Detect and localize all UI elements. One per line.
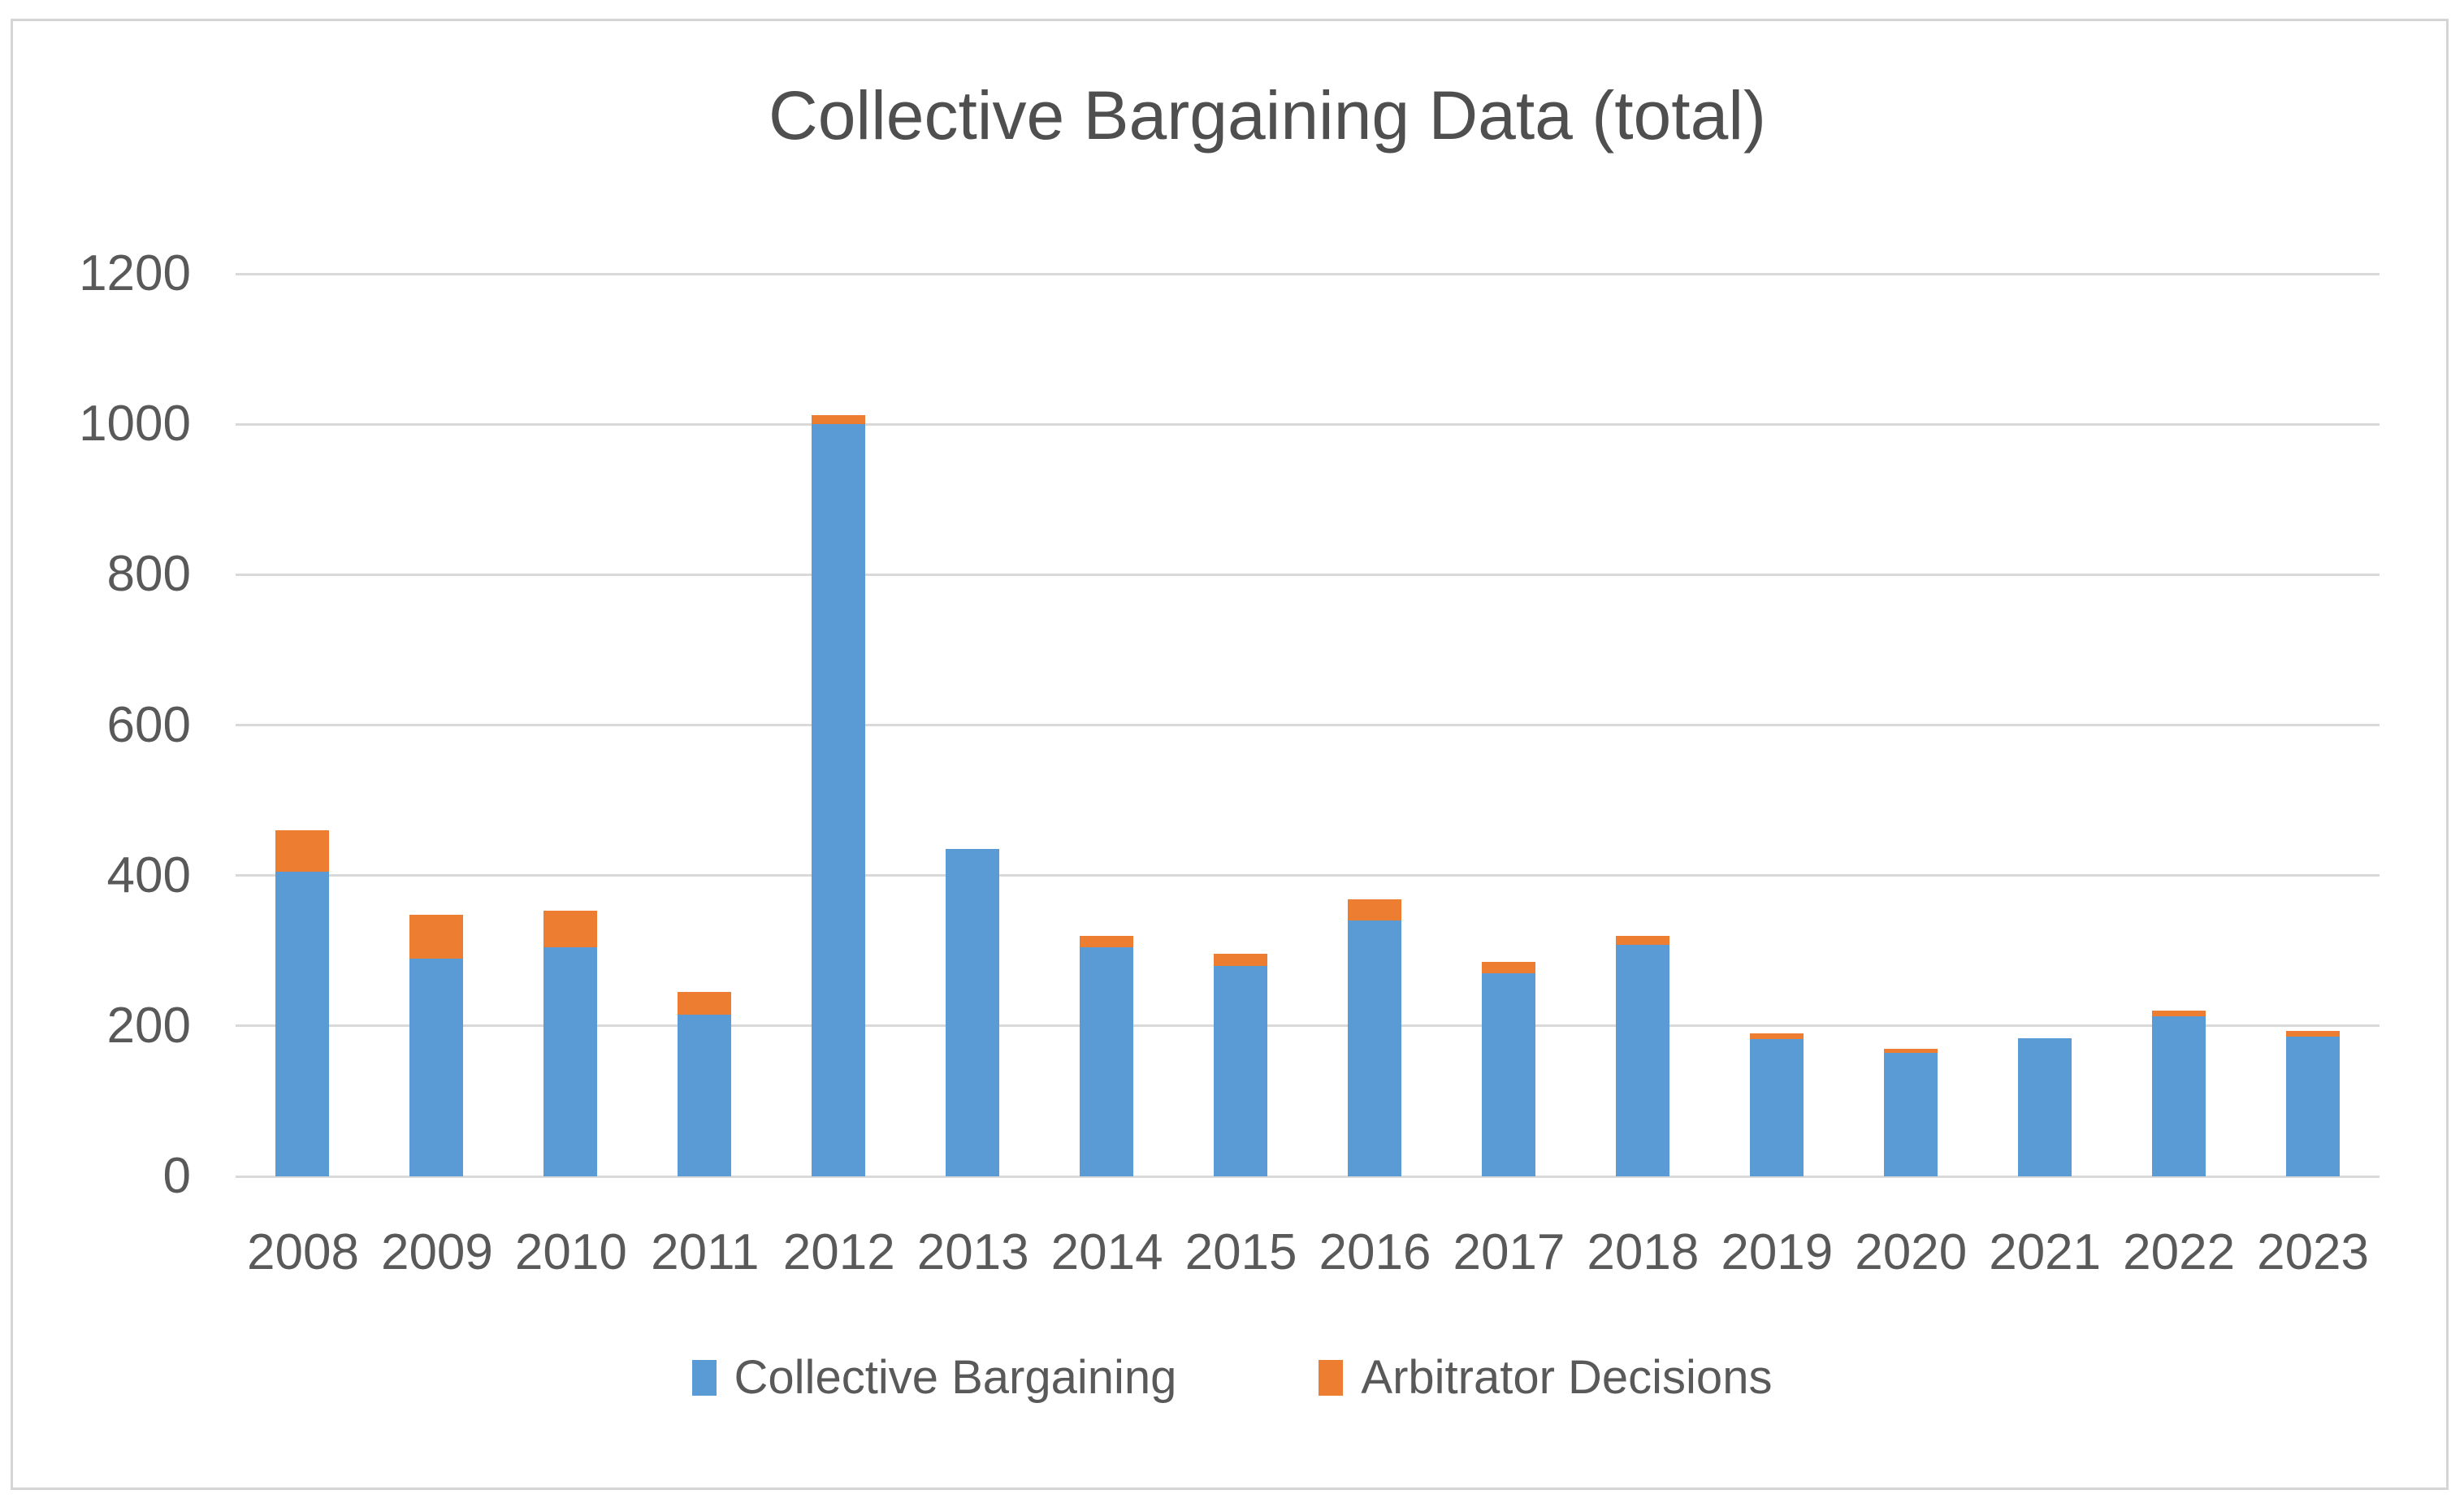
- x-tick-label-2016: 2016: [1319, 1224, 1431, 1280]
- gridline-1200: [236, 272, 2380, 275]
- bar-segment-arbitrator-decisions-2008: [275, 830, 330, 873]
- bar-2017: [1481, 962, 1535, 1176]
- bar-2008: [275, 830, 330, 1176]
- bar-segment-collective-bargaining-2013: [946, 849, 1000, 1176]
- x-tick-label-2009: 2009: [380, 1224, 493, 1280]
- bar-2016: [1347, 899, 1401, 1176]
- bar-segment-collective-bargaining-2016: [1347, 920, 1401, 1176]
- legend: Collective Bargaining Arbitrator Decision…: [0, 1350, 2464, 1405]
- bar-segment-collective-bargaining-2019: [1749, 1038, 1804, 1176]
- x-tick-label-2012: 2012: [782, 1224, 895, 1280]
- x-tick-label-2018: 2018: [1587, 1224, 1700, 1280]
- bar-2022: [2151, 1011, 2206, 1176]
- gridline-600: [236, 724, 2380, 726]
- y-tick-label-800: 800: [106, 546, 191, 603]
- bar-segment-arbitrator-decisions-2009: [409, 914, 464, 959]
- bar-2012: [812, 415, 866, 1176]
- y-tick-label-0: 0: [162, 1148, 191, 1204]
- legend-item-arbitrator-decisions: Arbitrator Decisions: [1319, 1350, 1772, 1405]
- bar-segment-collective-bargaining-2023: [2285, 1036, 2340, 1176]
- y-tick-label-200: 200: [106, 997, 191, 1054]
- bar-segment-arbitrator-decisions-2012: [812, 415, 866, 425]
- bar-segment-arbitrator-decisions-2010: [543, 911, 598, 947]
- bar-segment-collective-bargaining-2008: [275, 872, 330, 1176]
- bar-segment-arbitrator-decisions-2023: [2285, 1031, 2340, 1037]
- x-tick-label-2014: 2014: [1050, 1224, 1163, 1280]
- bar-segment-arbitrator-decisions-2022: [2151, 1011, 2206, 1016]
- bar-segment-arbitrator-decisions-2020: [1883, 1048, 1938, 1054]
- bar-2019: [1749, 1033, 1804, 1176]
- bar-2018: [1615, 935, 1669, 1176]
- bar-2010: [543, 911, 598, 1176]
- bar-segment-collective-bargaining-2017: [1481, 973, 1535, 1176]
- x-tick-label-2015: 2015: [1184, 1224, 1297, 1280]
- bar-segment-collective-bargaining-2020: [1883, 1053, 1938, 1176]
- bar-segment-collective-bargaining-2014: [1080, 946, 1134, 1176]
- x-tick-label-2008: 2008: [247, 1224, 359, 1280]
- bar-segment-arbitrator-decisions-2017: [1481, 962, 1535, 974]
- bar-2013: [946, 849, 1000, 1176]
- gridline-800: [236, 573, 2380, 576]
- y-tick-label-1000: 1000: [79, 396, 191, 453]
- bar-segment-arbitrator-decisions-2011: [678, 992, 732, 1015]
- bar-2014: [1080, 935, 1134, 1176]
- bar-2015: [1214, 953, 1268, 1176]
- bar-segment-collective-bargaining-2015: [1214, 965, 1268, 1176]
- y-tick-label-600: 600: [106, 696, 191, 753]
- x-tick-label-2021: 2021: [1989, 1224, 2102, 1280]
- y-tick-label-400: 400: [106, 847, 191, 903]
- bar-segment-collective-bargaining-2018: [1615, 944, 1669, 1176]
- y-tick-label-1200: 1200: [79, 245, 191, 301]
- plot-area: [236, 272, 2380, 1178]
- bar-segment-arbitrator-decisions-2016: [1347, 899, 1401, 921]
- x-tick-label-2011: 2011: [651, 1224, 760, 1280]
- bar-segment-collective-bargaining-2021: [2017, 1037, 2072, 1176]
- legend-item-collective-bargaining: Collective Bargaining: [691, 1350, 1177, 1405]
- legend-label-arbitrator-decisions: Arbitrator Decisions: [1361, 1351, 1773, 1404]
- bar-2009: [409, 914, 464, 1176]
- bar-segment-arbitrator-decisions-2018: [1615, 935, 1669, 945]
- gridline-400: [236, 874, 2380, 877]
- bar-segment-collective-bargaining-2012: [812, 424, 866, 1176]
- bar-segment-collective-bargaining-2010: [543, 946, 598, 1176]
- x-tick-label-2010: 2010: [514, 1224, 627, 1280]
- x-tick-label-2022: 2022: [2123, 1224, 2236, 1280]
- bar-2021: [2017, 1037, 2072, 1176]
- legend-swatch-collective-bargaining: [691, 1359, 717, 1396]
- gridline-1000: [236, 422, 2380, 426]
- x-tick-label-2020: 2020: [1855, 1224, 1968, 1280]
- gridline-200: [236, 1024, 2380, 1028]
- bar-segment-arbitrator-decisions-2019: [1749, 1033, 1804, 1039]
- chart-title: Collective Bargaining Data (total): [769, 77, 1766, 154]
- bar-segment-collective-bargaining-2011: [678, 1014, 732, 1176]
- gridline-0: [236, 1175, 2380, 1178]
- bar-segment-arbitrator-decisions-2015: [1214, 953, 1268, 966]
- x-tick-label-2017: 2017: [1453, 1224, 1565, 1280]
- bar-2023: [2285, 1031, 2340, 1176]
- bar-segment-collective-bargaining-2009: [409, 958, 464, 1176]
- x-tick-label-2013: 2013: [916, 1224, 1029, 1280]
- bar-segment-collective-bargaining-2022: [2151, 1015, 2206, 1176]
- legend-swatch-arbitrator-decisions: [1319, 1359, 1344, 1396]
- x-tick-label-2023: 2023: [2257, 1224, 2370, 1280]
- bar-2011: [678, 992, 732, 1176]
- x-tick-label-2019: 2019: [1721, 1224, 1834, 1280]
- bar-2020: [1883, 1048, 1938, 1176]
- legend-label-collective-bargaining: Collective Bargaining: [734, 1351, 1177, 1404]
- bar-segment-arbitrator-decisions-2014: [1080, 935, 1134, 947]
